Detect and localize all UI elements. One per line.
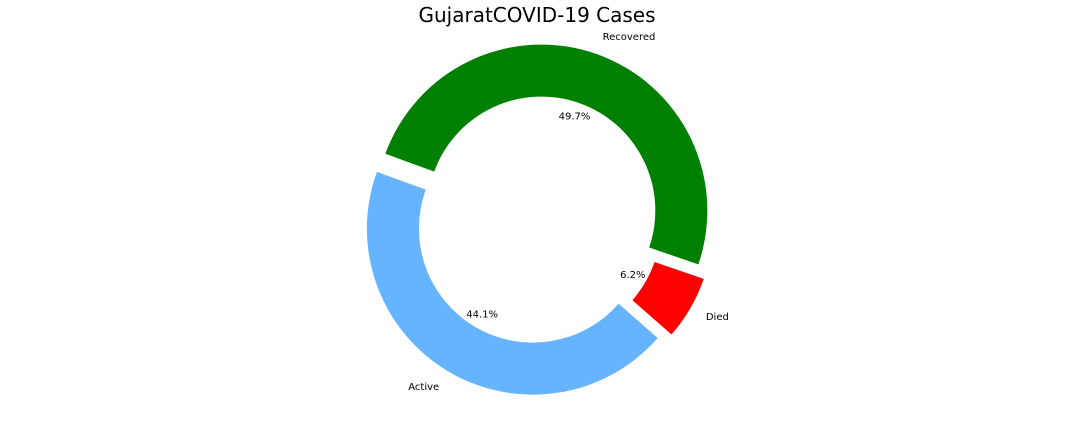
- slices-group: [366, 44, 708, 395]
- slice-recovered: [385, 44, 708, 265]
- pct-label-active: 44.1%: [466, 309, 498, 320]
- chart-title: GujaratCOVID-19 Cases: [418, 3, 655, 27]
- slice-label-died: Died: [706, 312, 729, 323]
- slice-label-recovered: Recovered: [603, 32, 656, 43]
- labels-group: Active 44.1% Died 6.2% Recovered 49.7%: [408, 32, 729, 393]
- slice-died: [632, 261, 704, 335]
- pct-label-died: 6.2%: [620, 270, 645, 281]
- slice-label-active: Active: [408, 382, 439, 393]
- pct-label-recovered: 49.7%: [559, 112, 591, 123]
- slice-active: [366, 171, 658, 395]
